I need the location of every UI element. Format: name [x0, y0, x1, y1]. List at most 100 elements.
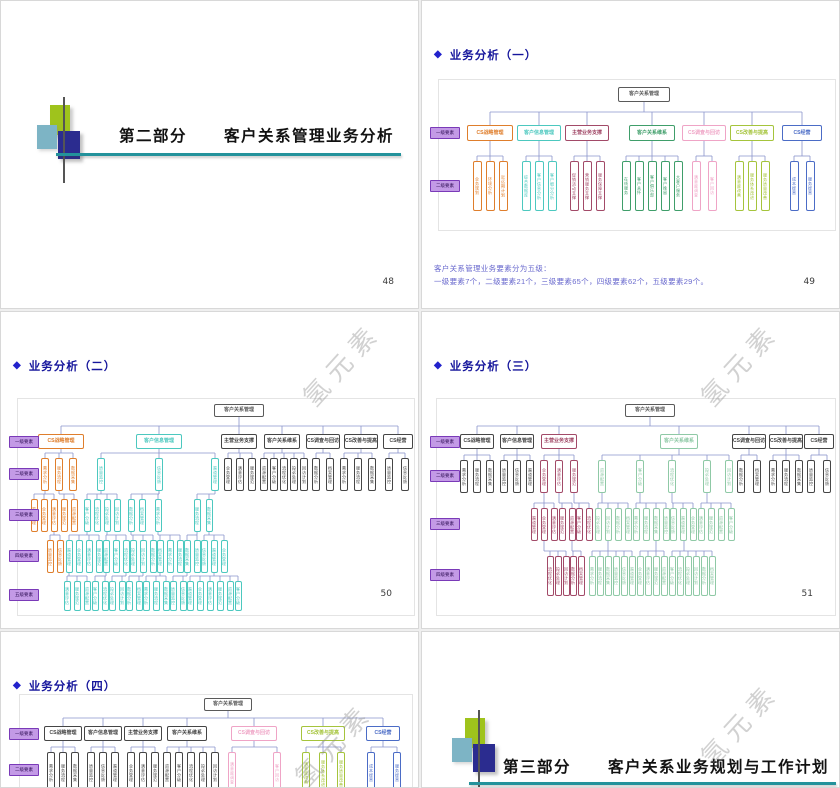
org-branch-node: 客户信息管理 [84, 726, 122, 741]
org-leaf-node: 客户分级 [575, 508, 583, 541]
org-leaf-node: 客户回访 [707, 161, 717, 211]
org-leaf-node: 档案管理 [156, 540, 164, 573]
org-leaf-node: 资源配置 [226, 581, 234, 611]
org-leaf-node: 流程优化 [93, 499, 101, 532]
org-leaf-node: 数据采集 [205, 499, 213, 532]
org-leaf-node: 数据分析 [149, 540, 157, 573]
level-label: 二级要素 [430, 470, 460, 482]
org-leaf-node: 流程优化 [187, 752, 195, 787]
org-leaf-node: 成本经营 [789, 161, 799, 211]
slide-section-3-title[interactable]: 第三部分 客户关系业务规划与工作计划 [421, 631, 840, 788]
org-leaf-node: 质量监控 [46, 540, 54, 573]
org-leaf-node: 渠道管理 [530, 508, 538, 541]
org-leaf-node: 回访计划 [118, 581, 126, 611]
org-leaf-node: 资源配置 [83, 581, 91, 611]
org-branch-node: CS战略管理 [38, 434, 84, 449]
org-leaf-node: 质量监控 [97, 458, 105, 491]
logo-teal-square [452, 738, 472, 762]
org-leaf-node: 满意评估 [63, 581, 71, 611]
caption-line-1: 客户关系管理业务要素分为五级： [434, 264, 551, 273]
org-leaf-node: 投诉处理 [684, 556, 692, 596]
org-leaf-node: 服务规范 [570, 460, 578, 493]
slide-title-row: ◆ 业务分析（一） [434, 47, 537, 63]
org-leaf-node: 资源配置 [717, 508, 725, 541]
org-leaf-node: 投诉处理 [703, 460, 711, 493]
org-leaf-node: 服务规范 [151, 752, 159, 787]
brand-logo [37, 97, 87, 183]
org-leaf-node: 回访计划 [139, 540, 147, 573]
chart-frame [17, 398, 415, 616]
level-label: 四级要素 [430, 569, 460, 581]
org-branch-node: 主营业务支撑 [221, 434, 257, 449]
org-leaf-node: 满意度改善 [734, 161, 744, 211]
diamond-bullet-icon: ◆ [434, 360, 443, 371]
level-label: 一级要素 [9, 436, 39, 448]
org-leaf-node: 资源配置 [568, 508, 576, 541]
logo-vertical-line [63, 97, 65, 183]
org-branch-node: 客户关系维系 [660, 434, 698, 449]
org-branch-node: CS改善与提高 [301, 726, 345, 741]
org-leaf-node: 业务受理 [224, 458, 232, 491]
org-leaf-node: 客户细分分析 [547, 161, 557, 211]
org-leaf-node: 资源配置 [102, 540, 110, 573]
section-title-row: 第二部分 客户关系管理业务分析 [119, 124, 394, 146]
org-leaf-node: 档案管理 [326, 458, 334, 491]
org-leaf-node: 服务经营 [393, 752, 401, 787]
org-leaf-node: 质量监控 [193, 540, 201, 573]
org-leaf-node: 服务流程 [59, 752, 67, 787]
slide-49-analysis-1[interactable]: ◆ 业务分析（一） 客户关系管理业务要素分为五级： 一级要素7个，二级要素21个… [421, 0, 840, 309]
org-branch-node: CS调查与回访 [306, 434, 340, 449]
org-leaf-node: 满意度调查 [228, 752, 236, 787]
org-branch-node: 客户关系维系 [167, 726, 207, 741]
org-branch-node: 客户关系维系 [264, 434, 300, 449]
slide-50-analysis-2[interactable]: ◆ 业务分析（二） 50 客户关系管理 CS战略管理 客户信息管理 主营业务支撑 客户关… [0, 311, 419, 629]
org-leaf-node: 业务规划 [472, 161, 482, 211]
org-branch-node: 客户关系管理 [618, 87, 670, 102]
org-leaf-node: 服务流程 [782, 460, 790, 493]
org-leaf-node: 投诉处理 [108, 581, 116, 611]
org-leaf-node: 业务受理 [196, 581, 204, 611]
org-branch-node: 客户信息管理 [136, 434, 182, 449]
org-leaf-node: 需求分析 [460, 460, 468, 493]
logo-blue-square [473, 744, 495, 772]
slide-analysis-4[interactable]: ◆ 业务分析（四） 客户关系管理 CS战略管理 客户信息管理 主营业务支撑 客户关系维系… [0, 631, 419, 788]
org-leaf-node: 满意评估 [50, 499, 58, 532]
org-branch-node: CS经营 [366, 726, 400, 741]
org-leaf-node: 流程优化 [101, 581, 109, 611]
org-leaf-node: 数据采集 [71, 752, 79, 787]
org-branch-node: 主营业务支撑 [565, 125, 609, 141]
org-leaf-node: 渠道管理 [111, 752, 119, 787]
org-leaf-node: 档案管理 [135, 581, 143, 611]
org-leaf-node: 服务规范 [73, 581, 81, 611]
org-leaf-node: 信息反馈 [99, 752, 107, 787]
org-leaf-node: 渠道管理 [210, 540, 218, 573]
org-leaf-node: 业务受理 [540, 460, 548, 493]
org-branch-node: CS改善与提高 [344, 434, 378, 449]
diamond-bullet-icon: ◆ [13, 680, 22, 691]
org-leaf-node: 回访计划 [562, 556, 570, 596]
slide-title-row: ◆ 业务分析（二） [13, 358, 116, 374]
org-leaf-node: 满意评估 [206, 581, 214, 611]
org-leaf-node: 数据分析 [125, 581, 133, 611]
section-title: 客户关系管理业务分析 [224, 128, 395, 145]
org-leaf-node: 客户分级 [112, 540, 120, 573]
org-leaf-node: 客户挽留 [660, 161, 670, 211]
org-leaf-node: 投诉处理 [554, 556, 562, 596]
org-leaf-node: 数据分析 [127, 499, 135, 532]
org-branch-node: 客户信息管理 [500, 434, 534, 449]
org-leaf-node: 数据分析 [569, 556, 577, 596]
org-leaf-node: 回访计划 [692, 556, 700, 596]
org-leaf-node: 数据分析 [700, 556, 708, 596]
org-leaf-node: 投诉处理 [103, 499, 111, 532]
section-title-row: 第三部分 客户关系业务规划与工作计划 [503, 755, 829, 777]
org-leaf-node: 满意度改善 [302, 752, 310, 787]
slide-51-analysis-3[interactable]: ◆ 业务分析（三） 51 客户关系管理 CS战略管理 客户信息管理 主营业务支撑 客户关… [421, 311, 840, 629]
org-leaf-node: 数据采集 [486, 460, 494, 493]
slide-48-section-title[interactable]: 第二部分 客户关系管理业务分析 48 [0, 0, 419, 309]
org-leaf-node: 客户分级 [727, 508, 735, 541]
org-branch-node: CS战略管理 [44, 726, 82, 741]
chart-frame [19, 694, 413, 787]
org-branch-node: CS经营 [804, 434, 834, 449]
org-leaf-node: 档案管理 [138, 499, 146, 532]
org-branch-node: 主营业务支撑 [541, 434, 577, 449]
